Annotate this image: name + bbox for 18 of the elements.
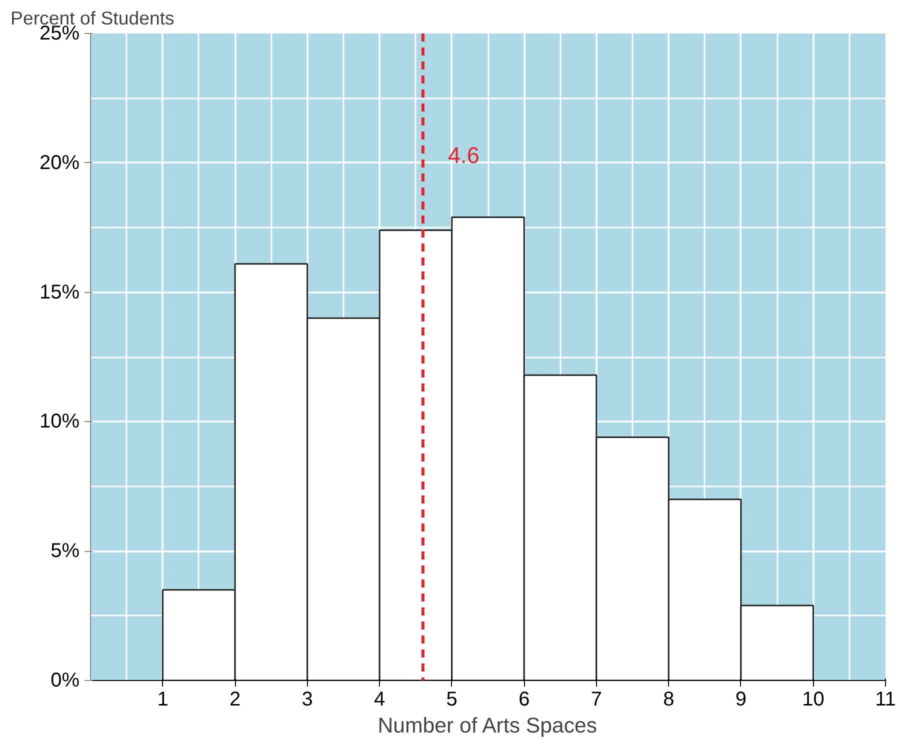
x-tick-label: 10 [802, 688, 824, 710]
y-tick-label: 0% [50, 670, 80, 692]
x-tick-label: 3 [302, 688, 313, 710]
ref-line-label: 4.6 [448, 142, 480, 168]
x-tick-label: 11 [875, 688, 896, 710]
x-tick-label: 7 [590, 688, 602, 710]
x-tick-label: 5 [446, 688, 458, 710]
y-tick-label: 20% [39, 152, 80, 174]
x-axis-title: Number of Arts Spaces [378, 714, 598, 738]
x-tick-label: 2 [229, 688, 241, 710]
y-tick-label: 5% [50, 540, 80, 562]
y-tick-label: 10% [39, 410, 80, 433]
x-tick-label: 1 [157, 688, 168, 710]
x-tick-label: 6 [518, 688, 530, 710]
x-tick-label: 4 [374, 688, 386, 710]
x-tick-label: 8 [663, 688, 674, 710]
x-tick-label: 9 [735, 688, 747, 710]
y-tick-label: 15% [39, 281, 80, 304]
